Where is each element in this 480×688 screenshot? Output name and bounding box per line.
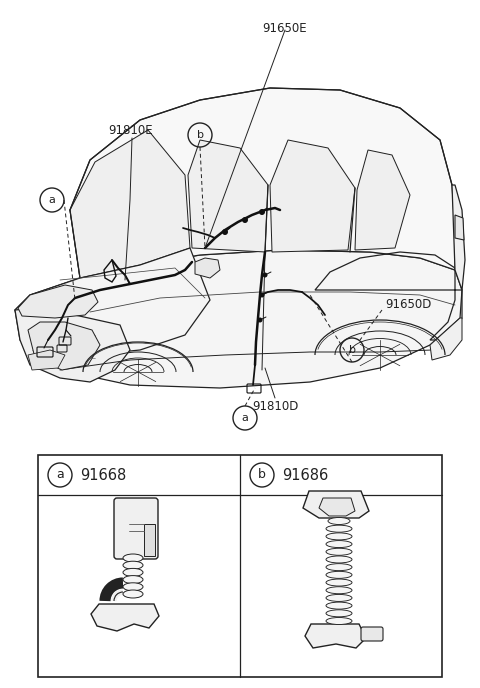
Bar [38,455,442,677]
Text: b: b [196,130,204,140]
Text: 91686: 91686 [282,468,328,482]
Text: a: a [241,413,249,423]
Ellipse shape [123,561,143,569]
Ellipse shape [123,568,143,577]
Circle shape [257,317,263,323]
Text: b: b [348,345,356,355]
Polygon shape [355,150,410,250]
Polygon shape [455,215,464,240]
Ellipse shape [326,541,352,548]
Text: a: a [48,195,55,205]
Ellipse shape [326,525,352,533]
Text: a: a [56,469,64,482]
Polygon shape [91,604,159,631]
Ellipse shape [326,610,352,617]
Ellipse shape [326,548,352,555]
Polygon shape [305,624,366,648]
Polygon shape [452,185,465,290]
Text: 91810E: 91810E [108,124,153,136]
Circle shape [222,229,228,235]
Text: 91668: 91668 [80,468,126,482]
Circle shape [260,292,264,297]
Ellipse shape [326,571,352,579]
Polygon shape [188,140,268,252]
Polygon shape [28,350,65,370]
Ellipse shape [326,579,352,586]
Polygon shape [195,258,220,278]
Text: b: b [258,469,266,482]
Ellipse shape [326,563,352,570]
Polygon shape [270,140,355,252]
Circle shape [259,209,265,215]
Polygon shape [70,88,455,278]
Ellipse shape [123,590,143,598]
Ellipse shape [326,594,352,601]
Text: 91650D: 91650D [385,299,432,312]
Polygon shape [430,318,462,360]
Ellipse shape [326,533,352,540]
Text: 91810D: 91810D [252,400,298,413]
Ellipse shape [328,517,350,524]
FancyBboxPatch shape [114,498,158,559]
Ellipse shape [326,556,352,563]
Ellipse shape [326,602,352,609]
Circle shape [242,217,248,223]
Polygon shape [70,130,190,278]
Ellipse shape [326,587,352,594]
Ellipse shape [326,618,352,625]
Text: 91650E: 91650E [263,22,307,35]
Ellipse shape [123,583,143,591]
Ellipse shape [123,554,143,562]
Polygon shape [15,248,210,358]
Polygon shape [28,322,100,370]
Polygon shape [15,250,462,388]
Polygon shape [15,308,130,382]
FancyBboxPatch shape [361,627,383,641]
Polygon shape [18,285,98,318]
Polygon shape [144,524,155,556]
Polygon shape [303,491,369,518]
Polygon shape [319,498,355,516]
Ellipse shape [123,576,143,583]
Circle shape [263,272,267,277]
